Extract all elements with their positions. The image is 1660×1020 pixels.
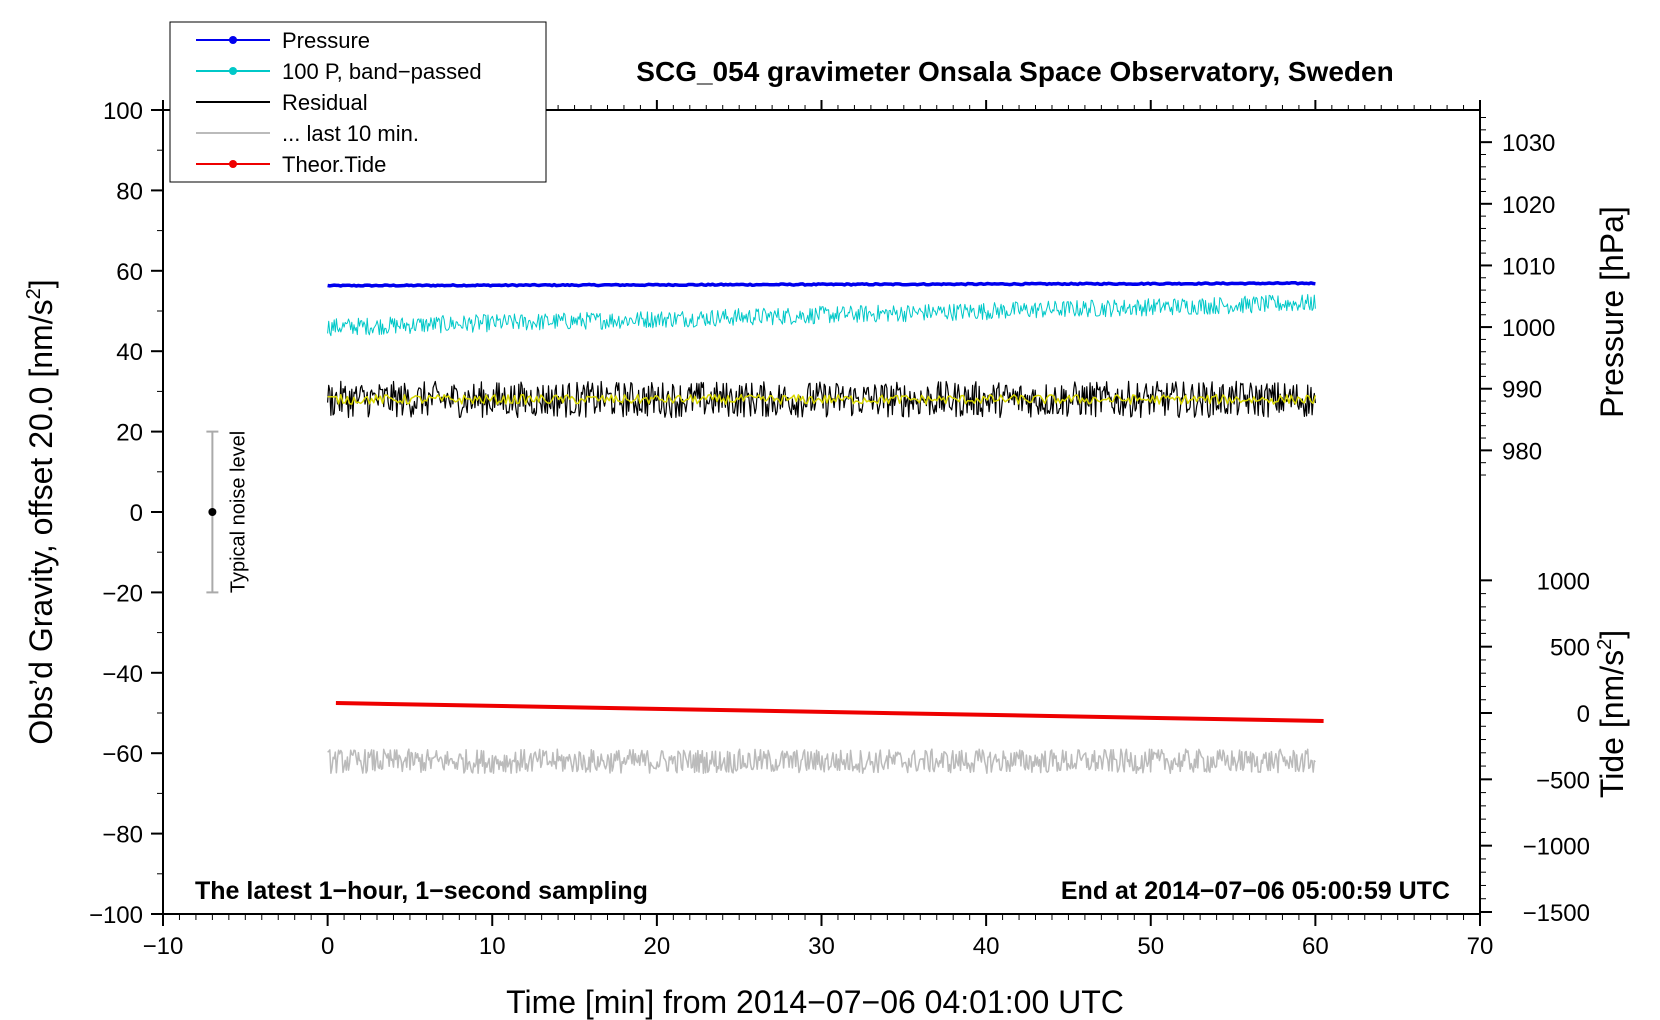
- tide-tick-label: 500: [1550, 635, 1590, 662]
- legend-label: ... last 10 min.: [282, 121, 419, 146]
- left-tick-label: 0: [130, 500, 143, 527]
- x-axis-ticks: −10 0 10 20 30 40 50 60 70: [143, 100, 1494, 960]
- series-line-residual: [327, 380, 1316, 419]
- pressure-tick-label: 980: [1502, 438, 1542, 465]
- series-line-residual-smoothed: [327, 393, 1317, 405]
- pressure-axis-label: Pressure [hPa]: [1594, 206, 1630, 418]
- tide-axis-label-close: ]: [1594, 630, 1630, 639]
- left-tick-label: 40: [116, 339, 143, 366]
- left-tick-label: 80: [116, 178, 143, 205]
- pressure-tick-label: 1000: [1502, 315, 1555, 342]
- noise-level-indicator: Typical noise level: [206, 430, 249, 594]
- tide-tick-label: 0: [1577, 701, 1590, 728]
- x-tick-label: 40: [973, 933, 1000, 960]
- left-tick-label: −40: [102, 661, 143, 688]
- left-tick-label: 100: [103, 98, 143, 125]
- chart-title: SCG_054 gravimeter Onsala Space Observat…: [636, 56, 1393, 87]
- tide-axis-label-main: Tide [nm/s: [1594, 650, 1630, 798]
- tide-axis-label: Tide [nm/s2]: [1594, 630, 1630, 798]
- legend-label: 100 P, band−passed: [282, 59, 482, 84]
- left-tick-label: −60: [102, 741, 143, 768]
- series-line-pressure: [327, 281, 1316, 288]
- left-axis-label-main: Obs’d Gravity, offset 20.0 [nm/s: [23, 299, 59, 744]
- pressure-tick-label: 1010: [1502, 253, 1555, 280]
- series-line-theor-tide: [335, 701, 1324, 723]
- left-tick-label: −80: [102, 822, 143, 849]
- x-tick-label: 0: [321, 933, 334, 960]
- legend-items: Pressure 100 P, band−passed Residual ... la…: [196, 28, 482, 177]
- legend-label: Theor.Tide: [282, 152, 386, 177]
- annotation-end-time: End at 2014−07−06 05:00:59 UTC: [1061, 877, 1450, 905]
- pressure-axis-ticks: 1030 1020 1010 1000 990 980: [1480, 117, 1555, 476]
- x-tick-label: 70: [1467, 933, 1494, 960]
- x-tick-label: 10: [479, 933, 506, 960]
- tide-tick-label: −1500: [1523, 900, 1590, 927]
- legend: Pressure 100 P, band−passed Residual ... la…: [169, 21, 547, 183]
- x-axis-label: Time [min] from 2014−07−06 04:01:00 UTC: [506, 984, 1124, 1020]
- legend-marker: [229, 36, 237, 44]
- tide-tick-label: −500: [1536, 767, 1590, 794]
- legend-label: Residual: [282, 90, 368, 115]
- left-tick-label: 60: [116, 259, 143, 286]
- x-axis-label-time: 2014−07−06 04:01:00 UTC: [736, 984, 1124, 1020]
- left-axis-label: Obs’d Gravity, offset 20.0 [nm/s2]: [23, 279, 59, 744]
- tide-tick-label: 1000: [1537, 568, 1590, 595]
- series-layer: [327, 281, 1324, 775]
- x-axis-label-prefix: Time [min] from: [506, 984, 727, 1020]
- pressure-tick-label: 1030: [1502, 130, 1555, 157]
- tide-tick-label: −1000: [1523, 834, 1590, 861]
- left-axis-ticks: 100 80 60 40 20 0 −20 −40 −60 −80 −100: [89, 98, 163, 929]
- x-tick-label: 30: [808, 933, 835, 960]
- series-line-100-p-band-passed: [327, 294, 1316, 337]
- x-tick-label: −10: [143, 933, 184, 960]
- left-tick-label: −20: [102, 580, 143, 607]
- left-axis-label-close: ]: [23, 279, 59, 288]
- x-tick-label: 20: [644, 933, 671, 960]
- legend-marker: [229, 160, 237, 168]
- series-line-last-10-min: [327, 748, 1316, 775]
- x-tick-label: 50: [1137, 933, 1164, 960]
- tide-axis-label-sup: 2: [1594, 639, 1616, 650]
- x-tick-label: 60: [1302, 933, 1329, 960]
- noise-bar-center-dot: [208, 508, 217, 516]
- pressure-tick-label: 990: [1502, 377, 1542, 404]
- left-tick-label: −100: [89, 902, 143, 929]
- pressure-tick-label: 1020: [1502, 192, 1555, 219]
- tide-axis-ticks: 1000 500 0 −500 −1000 −1500: [1480, 568, 1590, 927]
- legend-label: Pressure: [282, 28, 370, 53]
- left-tick-label: 20: [116, 420, 143, 447]
- noise-level-label: Typical noise level: [227, 431, 249, 593]
- left-axis-label-sup: 2: [23, 288, 45, 299]
- annotation-sampling: The latest 1−hour, 1−second sampling: [195, 877, 648, 905]
- legend-marker: [229, 67, 237, 75]
